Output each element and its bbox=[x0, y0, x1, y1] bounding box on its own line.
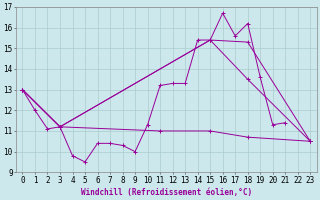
X-axis label: Windchill (Refroidissement éolien,°C): Windchill (Refroidissement éolien,°C) bbox=[81, 188, 252, 197]
